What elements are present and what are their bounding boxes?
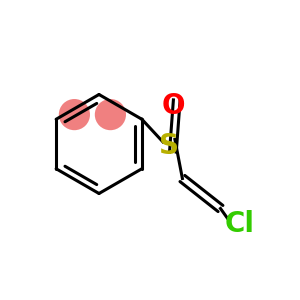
Text: O: O [162,92,185,121]
Circle shape [95,99,126,130]
Text: Cl: Cl [225,209,255,238]
Circle shape [59,99,90,130]
Text: S: S [160,131,179,160]
